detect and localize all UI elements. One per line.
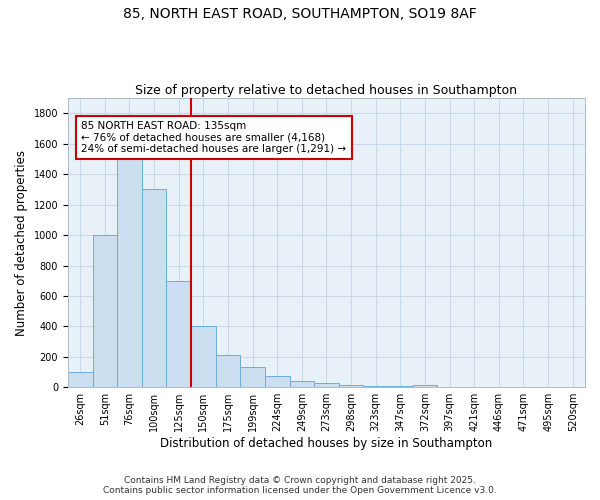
Bar [191,326,215,387]
Bar [142,190,166,387]
Bar [68,372,92,387]
Bar [290,381,314,387]
Text: Contains HM Land Registry data © Crown copyright and database right 2025.
Contai: Contains HM Land Registry data © Crown c… [103,476,497,495]
Text: 85 NORTH EAST ROAD: 135sqm
← 76% of detached houses are smaller (4,168)
24% of s: 85 NORTH EAST ROAD: 135sqm ← 76% of deta… [82,121,347,154]
Bar [314,384,339,387]
Text: 85, NORTH EAST ROAD, SOUTHAMPTON, SO19 8AF: 85, NORTH EAST ROAD, SOUTHAMPTON, SO19 8… [123,8,477,22]
Bar [215,356,240,387]
Bar [92,235,117,387]
Bar [339,385,364,387]
Bar [413,385,437,387]
Bar [166,280,191,387]
Bar [265,376,290,387]
Bar [117,159,142,387]
Bar [240,368,265,387]
X-axis label: Distribution of detached houses by size in Southampton: Distribution of detached houses by size … [160,437,493,450]
Y-axis label: Number of detached properties: Number of detached properties [15,150,28,336]
Title: Size of property relative to detached houses in Southampton: Size of property relative to detached ho… [136,84,517,97]
Bar [388,386,413,387]
Bar [364,386,388,387]
